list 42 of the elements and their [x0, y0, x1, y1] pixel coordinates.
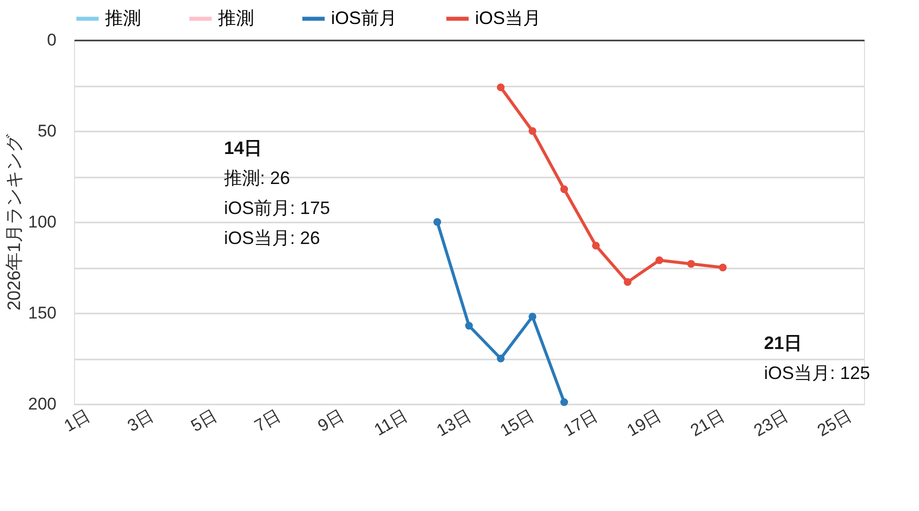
point	[624, 278, 632, 286]
point	[528, 127, 536, 135]
y-tick-label: 0	[47, 30, 56, 50]
annotation: 推測: 26	[224, 168, 290, 188]
point	[592, 242, 600, 250]
x-tick-label: 9日	[314, 406, 348, 436]
x-tick-label: 3日	[124, 406, 157, 436]
x-tick-label: 13日	[433, 406, 474, 440]
point	[496, 354, 505, 362]
point	[560, 185, 568, 194]
x-tick-label: 15日	[496, 406, 538, 440]
annotation: iOS前月: 175	[224, 198, 330, 218]
annotation: iOS当月: 125	[764, 363, 870, 383]
point	[433, 218, 442, 226]
x-tick-label: 11日	[371, 406, 411, 440]
legend-label: iOS前月	[331, 8, 398, 28]
y-axis-title: 2026年1月ランキング	[4, 133, 24, 311]
point	[655, 256, 664, 264]
y-tick-label: 150	[28, 304, 56, 322]
x-tick-label: 1日	[60, 406, 94, 436]
legend-label: iOS当月	[475, 8, 542, 28]
point	[560, 398, 568, 406]
y-tick-label: 50	[38, 122, 56, 140]
x-tick-label: 17日	[560, 406, 601, 440]
x-tick-label: 21日	[687, 406, 728, 440]
x-tick-label: 7日	[251, 406, 284, 436]
point	[718, 264, 727, 272]
annotation: 14日	[224, 138, 262, 158]
legend-label: 推測	[105, 8, 141, 28]
y-tick-label: 100	[28, 212, 56, 232]
legend-label: 推測	[218, 8, 254, 28]
x-tick-label: 25日	[814, 406, 855, 440]
annotation: 21日	[764, 333, 802, 353]
annotation: iOS当月: 26	[224, 228, 320, 248]
point	[465, 322, 473, 330]
point	[687, 260, 695, 268]
point	[496, 83, 505, 92]
y-tick-label: 200	[28, 394, 56, 414]
x-tick-label: 19日	[624, 406, 664, 440]
x-tick-label: 5日	[188, 406, 220, 436]
x-tick-label: 23日	[750, 406, 792, 440]
point	[528, 312, 536, 321]
